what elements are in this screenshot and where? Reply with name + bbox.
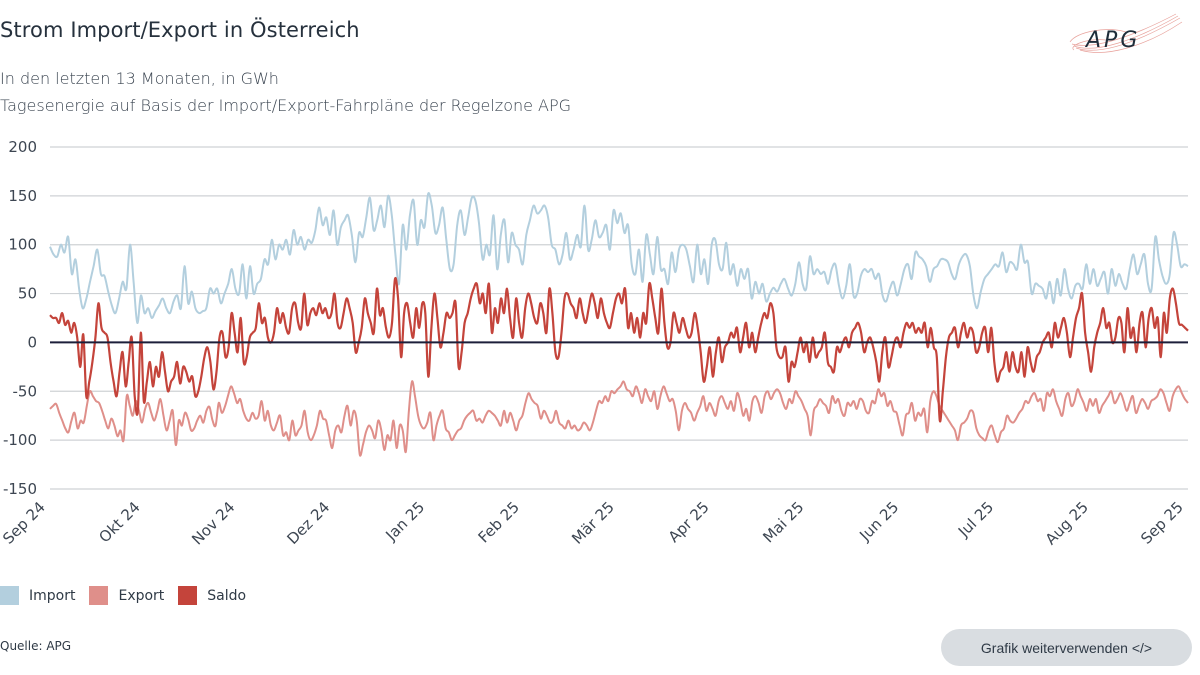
subtitle-unit: In den letzten 13 Monaten, in GWh: [0, 69, 279, 88]
x-tick-label: Jan 25: [382, 498, 429, 545]
apg-logo: APG: [1069, 13, 1183, 53]
reuse-graphic-button[interactable]: Grafik weiterverwenden </>: [941, 629, 1192, 666]
series-line-import: [49, 192, 1189, 324]
logo-text: APG: [1084, 28, 1140, 53]
y-axis-ticks: 200 150 100 50 0 -50 -100 -150: [3, 140, 37, 498]
import-export-chart: 200 150 100 50 0 -50 -100 -150 Sep 24 Okt 24 Nov …: [0, 140, 1189, 548]
legend-label-saldo: Saldo: [207, 587, 247, 604]
x-tick-label: Dez 24: [283, 498, 333, 548]
legend-item-import[interactable]: Import: [0, 586, 75, 605]
x-tick-label: Jun 25: [855, 498, 902, 545]
series-line-saldo: [49, 276, 1189, 423]
x-tick-label: Feb 25: [475, 498, 523, 546]
grid-lines: [50, 146, 1188, 490]
legend-swatch-export: [89, 586, 109, 605]
y-tick-label: 0: [27, 333, 37, 351]
legend-swatch-import: [0, 586, 19, 605]
y-tick-label: 50: [18, 285, 37, 303]
x-tick-label: Aug 25: [1042, 498, 1092, 548]
y-tick-label: 200: [8, 140, 37, 156]
y-tick-label: 150: [8, 187, 37, 205]
source-note: Quelle: APG: [0, 639, 72, 653]
y-tick-label: -100: [3, 431, 37, 449]
x-tick-label: Okt 24: [95, 498, 143, 546]
page-title: Strom Import/Export in Österreich: [0, 18, 360, 42]
x-axis-ticks: Sep 24 Okt 24 Nov 24 Dez 24 Jan 25 Feb 25 Mär …: [0, 498, 1187, 548]
logo-swoosh-icon: [1069, 13, 1183, 53]
legend-item-saldo[interactable]: Saldo: [178, 586, 246, 605]
y-tick-label: 100: [8, 236, 37, 254]
series-line-export: [49, 380, 1189, 457]
x-tick-label: Mai 25: [759, 498, 807, 546]
legend-label-import: Import: [29, 587, 76, 604]
x-tick-label: Apr 25: [665, 498, 713, 546]
legend-label-export: Export: [118, 587, 165, 604]
x-tick-label: Jul 25: [954, 498, 997, 541]
x-tick-label: Mär 25: [568, 498, 618, 548]
legend-swatch-saldo: [178, 586, 198, 605]
series-lines: [49, 192, 1189, 457]
subtitle-description: Tagesenergie auf Basis der Import/Export…: [0, 96, 572, 115]
legend-item-export[interactable]: Export: [89, 586, 164, 605]
x-tick-label: Nov 24: [188, 498, 238, 548]
legend: Import Export Saldo: [0, 586, 260, 605]
x-tick-label: Sep 24: [0, 498, 49, 548]
y-tick-label: -150: [3, 480, 37, 498]
y-tick-label: -50: [13, 382, 38, 400]
x-tick-label: Sep 25: [1137, 498, 1187, 548]
